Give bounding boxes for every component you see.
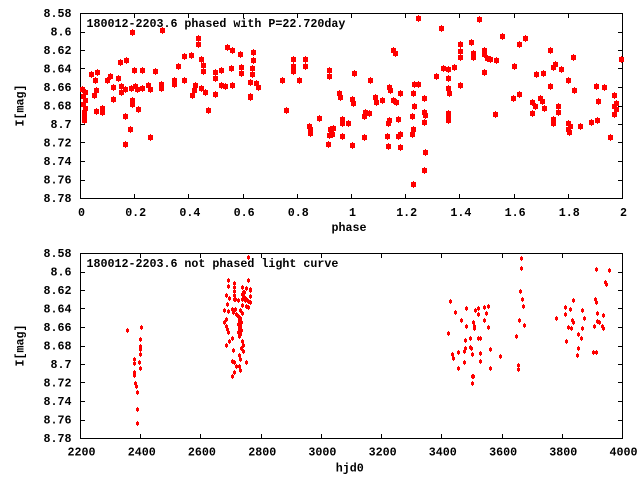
svg-text:8.72: 8.72 [44, 377, 72, 391]
svg-text:0.4: 0.4 [179, 206, 200, 220]
svg-text:8.78: 8.78 [44, 432, 72, 446]
svg-text:hjd0: hjd0 [336, 462, 364, 476]
svg-text:8.74: 8.74 [44, 155, 72, 169]
svg-text:8.6: 8.6 [51, 266, 72, 280]
svg-text:8.72: 8.72 [44, 137, 72, 151]
svg-text:0: 0 [78, 206, 85, 220]
svg-text:2400: 2400 [128, 446, 156, 460]
svg-text:0.6: 0.6 [234, 206, 255, 220]
svg-text:8.66: 8.66 [44, 321, 72, 335]
svg-text:8.58: 8.58 [44, 247, 72, 261]
svg-text:8.64: 8.64 [44, 303, 72, 317]
svg-text:I[mag]: I[mag] [14, 325, 28, 367]
svg-text:3400: 3400 [429, 446, 457, 460]
svg-text:1.6: 1.6 [505, 206, 526, 220]
svg-text:8.7: 8.7 [51, 118, 72, 132]
svg-text:8.7: 8.7 [51, 358, 72, 372]
svg-text:4000: 4000 [610, 446, 638, 460]
svg-text:3600: 3600 [489, 446, 517, 460]
svg-text:8.6: 8.6 [51, 26, 72, 40]
svg-text:phase: phase [332, 221, 367, 235]
svg-text:180012-2203.6 not phased light: 180012-2203.6 not phased light curve [87, 257, 339, 271]
svg-text:8.64: 8.64 [44, 63, 72, 77]
svg-text:8.66: 8.66 [44, 81, 72, 95]
svg-text:1.2: 1.2 [396, 206, 417, 220]
svg-text:1.8: 1.8 [559, 206, 580, 220]
svg-text:1: 1 [349, 206, 356, 220]
svg-text:8.62: 8.62 [44, 284, 72, 298]
svg-text:2600: 2600 [188, 446, 216, 460]
svg-text:3000: 3000 [308, 446, 336, 460]
svg-text:8.68: 8.68 [44, 340, 72, 354]
svg-text:8.58: 8.58 [44, 7, 72, 21]
svg-text:8.62: 8.62 [44, 44, 72, 58]
svg-text:180012-2203.6 phased with P=22: 180012-2203.6 phased with P=22.720day [87, 17, 346, 31]
svg-text:8.68: 8.68 [44, 100, 72, 114]
svg-text:2200: 2200 [68, 446, 96, 460]
svg-text:8.74: 8.74 [44, 395, 72, 409]
svg-text:2: 2 [620, 206, 627, 220]
svg-text:0.2: 0.2 [125, 206, 146, 220]
svg-text:8.76: 8.76 [44, 414, 72, 428]
svg-text:3800: 3800 [549, 446, 577, 460]
svg-text:8.78: 8.78 [44, 192, 72, 206]
svg-text:2800: 2800 [248, 446, 276, 460]
svg-text:0.8: 0.8 [288, 206, 309, 220]
svg-text:1.4: 1.4 [450, 206, 471, 220]
svg-text:I[mag]: I[mag] [14, 85, 28, 127]
svg-text:3200: 3200 [369, 446, 397, 460]
svg-text:8.76: 8.76 [44, 174, 72, 188]
